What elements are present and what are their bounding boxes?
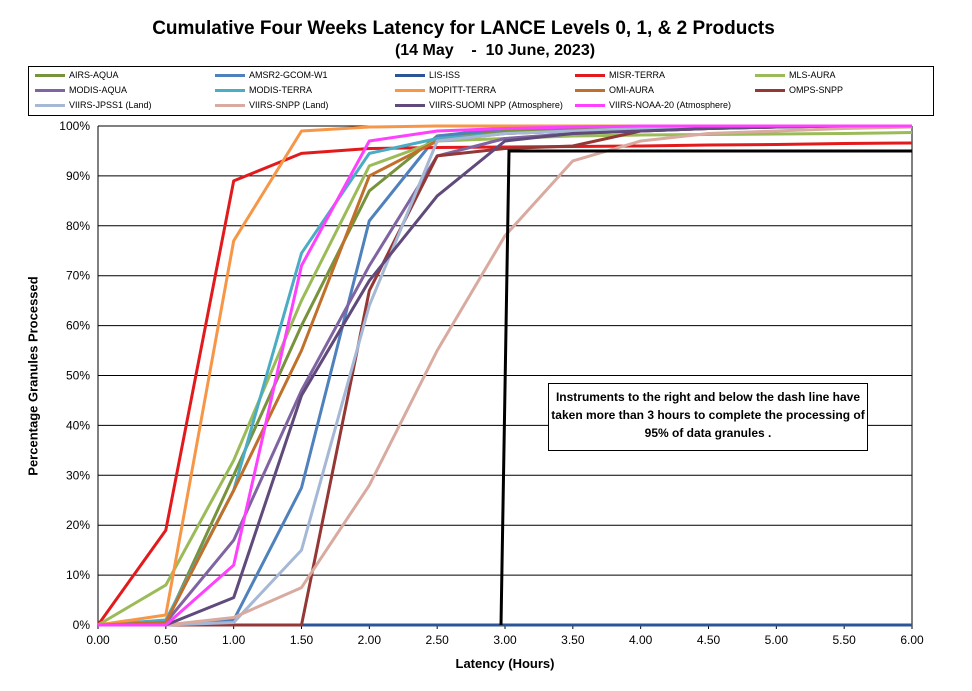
legend-label: VIIRS-SUOMI NPP (Atmosphere) [429,100,563,110]
legend-item: VIIRS-SNPP (Land) [215,98,328,112]
legend-swatch [755,88,785,92]
x-tick-label: 5.00 [765,633,789,647]
legend-swatch [575,103,605,107]
legend-swatch [395,73,425,77]
y-tick-label: 90% [66,169,90,183]
legend-swatch [35,88,65,92]
legend-label: MISR-TERRA [609,70,665,80]
chart-subtitle: (14 May - 10 June, 2023) [394,42,596,59]
x-tick-label: 3.50 [561,633,585,647]
legend-item: AIRS-AQUA [35,68,119,82]
y-tick-label: 60% [66,319,90,333]
legend-item: MOPITT-TERRA [395,83,496,97]
legend-label: VIIRS-SNPP (Land) [249,100,329,110]
series-line-viirs-noaa-20-atmosphere- [98,124,912,627]
legend-item: AMSR2-GCOM-W1 [215,68,328,82]
y-tick-label: 30% [66,468,90,482]
y-tick-label: 40% [66,418,90,432]
x-tick-label: 1.00 [222,633,246,647]
y-tick-label: 70% [66,269,90,283]
legend-item: LIS-ISS [395,68,460,82]
y-tick-label: 0% [73,618,91,632]
threshold-line [499,149,912,626]
x-axis-label: Latency (Hours) [455,656,555,671]
legend-label: AMSR2-GCOM-W1 [249,70,328,80]
legend-swatch [35,103,65,107]
x-tick-label: 2.00 [358,633,382,647]
legend-label: MOPITT-TERRA [429,85,496,95]
y-tick-label: 10% [66,568,90,582]
legend-swatch [215,73,245,77]
legend-swatch [575,88,605,92]
x-tick-label: 2.50 [425,633,449,647]
x-tick-label: 4.00 [629,633,653,647]
x-tick-label: 1.50 [290,633,314,647]
legend-label: MODIS-TERRA [249,85,312,95]
legend-label: OMPS-SNPP [789,85,844,95]
x-tick-label: 0.50 [154,633,178,647]
x-tick-label: 4.50 [697,633,721,647]
legend-swatch [215,103,245,107]
legend-item: VIIRS-SUOMI NPP (Atmosphere) [395,98,563,112]
x-tick-label: 0.00 [86,633,110,647]
legend-item: MISR-TERRA [575,68,665,82]
legend-swatch [755,73,785,77]
legend-label: MLS-AURA [789,70,836,80]
legend-label: VIIRS-JPSS1 (Land) [69,100,152,110]
legend-swatch [35,73,65,77]
legend-item: MLS-AURA [755,68,836,82]
legend-item: MODIS-AQUA [35,83,127,97]
legend-label: LIS-ISS [429,70,461,80]
chart-title: Cumulative Four Weeks Latency for LANCE … [152,18,775,39]
series-line-viirs-snpp-land- [98,125,913,627]
legend-item: VIIRS-NOAA-20 (Atmosphere) [575,98,731,112]
legend: AIRS-AQUA AMSR2-GCOM-W1 LIS-ISS MISR-TERRA M… [28,66,934,116]
legend-item: VIIRS-JPSS1 (Land) [35,98,152,112]
annotation-box: Instruments to the right and below the d… [548,383,868,451]
legend-label: AIRS-AQUA [69,70,119,80]
y-tick-label: 100% [59,119,90,133]
y-axis-label: Percentage Granules Processed [25,276,41,476]
legend-swatch [395,88,425,92]
legend-item: MODIS-TERRA [215,83,312,97]
x-tick-label: 6.00 [900,633,924,647]
legend-item: OMPS-SNPP [755,83,843,97]
y-tick-label: 80% [66,219,90,233]
legend-swatch [395,103,425,107]
x-tick-label: 5.50 [832,633,856,647]
legend-swatch [215,88,245,92]
legend-swatch [575,73,605,77]
y-tick-label: 20% [66,518,90,532]
legend-item: OMI-AURA [575,83,654,97]
y-tick-label: 50% [66,369,90,383]
legend-label: MODIS-AQUA [69,85,128,95]
x-tick-label: 3.00 [493,633,517,647]
legend-label: VIIRS-NOAA-20 (Atmosphere) [609,100,732,110]
legend-label: OMI-AURA [609,85,654,95]
